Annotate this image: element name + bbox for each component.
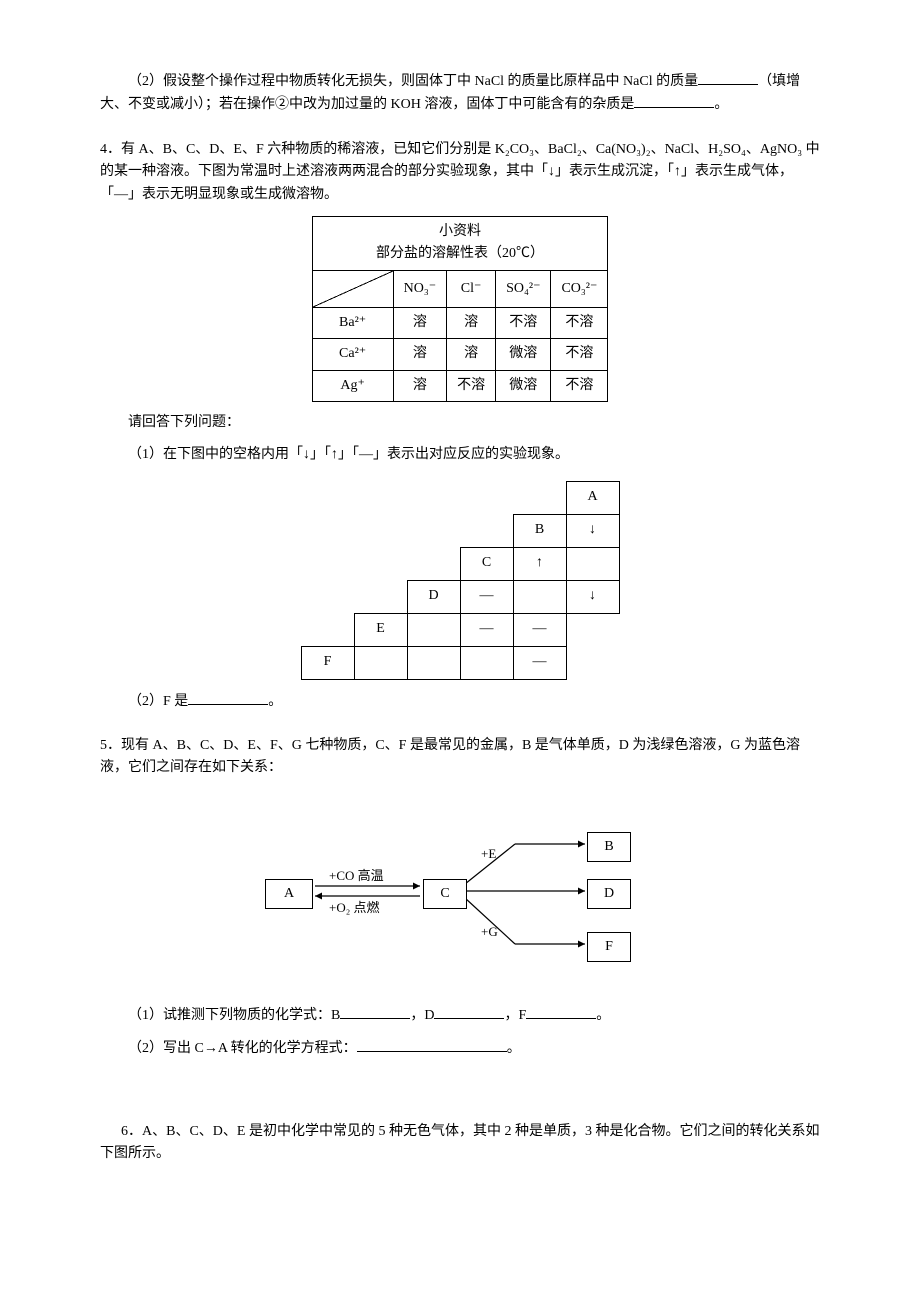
st-F: F <box>301 646 354 679</box>
st-r4c4: — <box>460 580 513 613</box>
flow-label-o2: +O₂ 点燃 <box>329 898 380 919</box>
q4-sub2-pre: （2）F 是 <box>128 694 188 709</box>
sol-col-0: NO₃⁻ <box>393 270 447 307</box>
q5-sub1-mid2: ，F <box>504 1008 526 1023</box>
st-C: C <box>460 547 513 580</box>
st-r5c5: — <box>513 613 566 646</box>
q4-sub2: （2）F 是 。 <box>100 690 820 713</box>
q5-number: 5． <box>100 738 121 753</box>
sol-r0c2: 不溶 <box>496 307 551 338</box>
st-A: A <box>566 481 619 514</box>
sol-r0c1: 溶 <box>447 307 496 338</box>
sol-r0c0: 溶 <box>393 307 447 338</box>
st-r6c2 <box>354 646 407 679</box>
sol-row0-ion: Ba²⁺ <box>312 307 393 338</box>
q5-sub1-pre: （1）试推测下列物质的化学式：B <box>128 1008 340 1023</box>
q5-sub2-post: 。 <box>507 1041 521 1056</box>
flowchart: A C B D F +CO 高温 +O₂ 点燃 +E +G <box>245 794 675 994</box>
st-r6c5: — <box>513 646 566 679</box>
q2-blank2 <box>634 93 714 108</box>
q5-blank-eq <box>357 1037 507 1052</box>
sol-r2c1: 不溶 <box>447 370 496 401</box>
sol-col-2: SO₄²⁻ <box>496 270 551 307</box>
solubility-table: 小资料 部分盐的溶解性表（20℃） NO₃⁻ Cl⁻ SO₄²⁻ CO₃²⁻ B… <box>312 216 609 402</box>
flow-label-G: +G <box>481 922 498 943</box>
sol-col-1: Cl⁻ <box>447 270 496 307</box>
flow-label-co: +CO 高温 <box>329 866 384 887</box>
q4-number: 4． <box>100 142 121 157</box>
flow-label-E: +E <box>481 844 496 865</box>
sol-r2c2: 微溶 <box>496 370 551 401</box>
q4-sub2-post: 。 <box>268 694 282 709</box>
q5-sub1: （1）试推测下列物质的化学式：B ，D ，F 。 <box>100 1004 820 1027</box>
stairs-table: A B ↓ C ↑ D — ↓ E — — F <box>301 481 620 680</box>
q4-asklead: 请回答下列问题： <box>100 412 820 434</box>
st-r4c6: ↓ <box>566 580 619 613</box>
q4-intro: 有 A、B、C、D、E、F 六种物质的稀溶液，已知它们分别是 K₂CO₃、BaC… <box>100 142 820 202</box>
flow-box-A: A <box>265 879 313 909</box>
sol-r1c1: 溶 <box>447 339 496 370</box>
flow-box-C: C <box>423 879 467 909</box>
sol-diag-cell <box>312 270 393 307</box>
q2-blank1 <box>698 70 758 85</box>
st-r4c5 <box>513 580 566 613</box>
flow-box-F: F <box>587 932 631 962</box>
sol-col-3: CO₃²⁻ <box>551 270 608 307</box>
st-r5c4: — <box>460 613 513 646</box>
q6-text: A、B、C、D、E 是初中化学中常见的 5 种无色气体，其中 2 种是单质，3 … <box>100 1124 819 1161</box>
flow-box-B: B <box>587 832 631 862</box>
q2-end: 。 <box>714 97 728 112</box>
sol-row2-ion: Ag⁺ <box>312 370 393 401</box>
q4-sub1: （1）在下图中的空格内用「↓」「↑」「—」表示出对应反应的实验现象。 <box>100 444 820 466</box>
sol-subtitle: 部分盐的溶解性表（20℃） <box>323 243 598 265</box>
q5-blank-D <box>434 1004 504 1019</box>
q5-blank-B <box>340 1004 410 1019</box>
st-B: B <box>513 514 566 547</box>
q5-sub1-post: 。 <box>596 1008 610 1023</box>
sol-title: 小资料 <box>323 221 598 243</box>
sol-r1c3: 不溶 <box>551 339 608 370</box>
q5-intro: 现有 A、B、C、D、E、F、G 七种物质，C、F 是最常见的金属，B 是气体单… <box>100 738 800 775</box>
sol-r2c3: 不溶 <box>551 370 608 401</box>
q6-number: 6． <box>121 1124 142 1139</box>
q5-sub2: （2）写出 C→A 转化的化学方程式： 。 <box>100 1037 820 1060</box>
st-r5c3 <box>407 613 460 646</box>
sol-r1c0: 溶 <box>393 339 447 370</box>
q2-text-a: （2）假设整个操作过程中物质转化无损失，则固体丁中 NaCl 的质量比原样品中 … <box>128 74 698 89</box>
sol-r0c3: 不溶 <box>551 307 608 338</box>
sol-r1c2: 微溶 <box>496 339 551 370</box>
q5-paragraph: 5．现有 A、B、C、D、E、F、G 七种物质，C、F 是最常见的金属，B 是气… <box>100 735 820 780</box>
st-E: E <box>354 613 407 646</box>
st-r3c5: ↑ <box>513 547 566 580</box>
q4-paragraph: 4．有 A、B、C、D、E、F 六种物质的稀溶液，已知它们分别是 K₂CO₃、B… <box>100 139 820 206</box>
st-r6c3 <box>407 646 460 679</box>
q2-paragraph: （2）假设整个操作过程中物质转化无损失，则固体丁中 NaCl 的质量比原样品中 … <box>100 70 820 117</box>
q5-blank-F <box>526 1004 596 1019</box>
q5-sub2-pre: （2）写出 C→A 转化的化学方程式： <box>128 1041 357 1056</box>
q4-sub2-blank <box>188 690 268 705</box>
q5-sub1-mid1: ，D <box>410 1008 434 1023</box>
st-r2c6: ↓ <box>566 514 619 547</box>
sol-row1-ion: Ca²⁺ <box>312 339 393 370</box>
q6-paragraph: 6．A、B、C、D、E 是初中化学中常见的 5 种无色气体，其中 2 种是单质，… <box>100 1121 820 1166</box>
st-r6c4 <box>460 646 513 679</box>
sol-r2c0: 溶 <box>393 370 447 401</box>
flow-box-D: D <box>587 879 631 909</box>
st-D: D <box>407 580 460 613</box>
st-r3c6 <box>566 547 619 580</box>
